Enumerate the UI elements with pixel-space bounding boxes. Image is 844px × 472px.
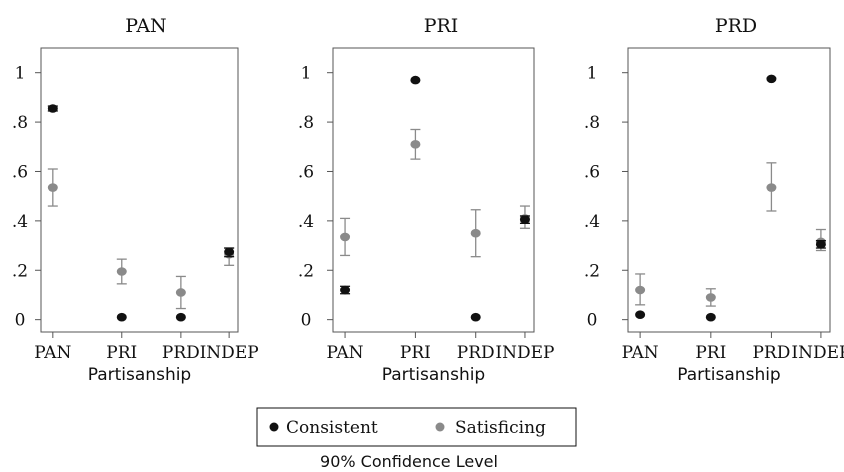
point-consistent-prd	[766, 74, 777, 84]
x-tick-label-pri: PRI	[400, 343, 431, 363]
confidence-note: 90% Confidence Level	[320, 452, 498, 471]
y-tick-label: .2	[584, 261, 600, 281]
point-consistent-pri	[705, 312, 716, 322]
point-satisficing-pri	[116, 267, 127, 276]
plot-frame	[332, 47, 535, 333]
y-tick-label: 1	[15, 64, 26, 84]
legend-box	[256, 407, 577, 447]
x-axis-title: Partisanship	[382, 365, 485, 385]
point-consistent-prd	[470, 312, 481, 322]
y-tick-label: 1	[301, 64, 312, 84]
y-tick-label: .2	[12, 261, 28, 281]
point-consistent-indep	[815, 240, 826, 249]
y-tick-label: .4	[584, 212, 600, 232]
x-tick-label-pri: PRI	[106, 343, 137, 363]
x-tick-label-pan: PAN	[34, 343, 71, 363]
y-tick-label: .6	[298, 162, 314, 182]
x-tick-label-pan: PAN	[622, 343, 659, 363]
panel-pri: PRI 0 .2 .4 .6 .8 1 PAN PRI PRD INDEP Partisanship	[298, 15, 555, 385]
point-satisficing-prd	[175, 288, 186, 297]
point-consistent-pri	[410, 75, 421, 85]
x-tick-label-indep: INDEP	[791, 343, 844, 363]
x-axis-title: Partisanship	[88, 365, 191, 385]
point-consistent-indep	[519, 215, 530, 224]
point-satisficing-pri	[410, 140, 421, 149]
point-satisficing-prd	[766, 183, 777, 192]
y-tick-label: .2	[298, 261, 314, 281]
point-consistent-indep	[224, 247, 235, 257]
x-tick-label-prd: PRD	[752, 343, 790, 363]
point-consistent-prd	[175, 312, 186, 322]
y-tick-label: 0	[587, 311, 598, 331]
x-tick-label-prd: PRD	[162, 343, 200, 363]
y-tick-label: .8	[584, 113, 600, 133]
panel-title: PAN	[125, 15, 166, 37]
y-tick-label: 0	[301, 311, 312, 331]
point-consistent-pan	[47, 104, 58, 113]
x-tick-label-pri: PRI	[695, 343, 726, 363]
y-tick-label: 0	[15, 311, 26, 331]
point-consistent-pri	[116, 312, 127, 322]
y-tick-label: 1	[587, 64, 598, 84]
panel-title: PRD	[715, 15, 757, 37]
point-satisficing-pri	[705, 293, 716, 302]
panel-pan: PAN 0 .2 .4 .6 .8 1 PAN PRI PRD INDEP Partisanship	[12, 15, 259, 385]
legend: Consistent Satisficing	[256, 407, 577, 447]
legend-label-satisficing: Satisficing	[455, 418, 546, 438]
x-tick-label-prd: PRD	[457, 343, 495, 363]
y-tick-label: .6	[12, 162, 28, 182]
y-tick-label: .4	[12, 212, 28, 232]
legend-label-consistent: Consistent	[286, 418, 378, 438]
point-satisficing-pan	[635, 285, 646, 295]
legend-marker-consistent	[269, 422, 279, 432]
panel-title: PRI	[424, 15, 459, 37]
plot-frame	[627, 47, 831, 333]
point-satisficing-pan	[340, 232, 351, 242]
y-tick-label: .8	[298, 113, 314, 133]
x-tick-label-pan: PAN	[327, 343, 364, 363]
x-tick-label-indep: INDEP	[200, 343, 259, 363]
point-consistent-pan	[635, 310, 646, 320]
point-satisficing-pan	[47, 183, 58, 192]
y-tick-label: .8	[12, 113, 28, 133]
x-tick-label-indep: INDEP	[495, 343, 554, 363]
y-tick-label: .4	[298, 212, 314, 232]
y-tick-label: .6	[584, 162, 600, 182]
x-axis-title: Partisanship	[677, 365, 780, 385]
point-satisficing-prd	[470, 228, 481, 238]
point-consistent-pan	[340, 285, 351, 295]
plot-frame	[40, 47, 239, 333]
legend-marker-satisficing	[435, 422, 445, 432]
